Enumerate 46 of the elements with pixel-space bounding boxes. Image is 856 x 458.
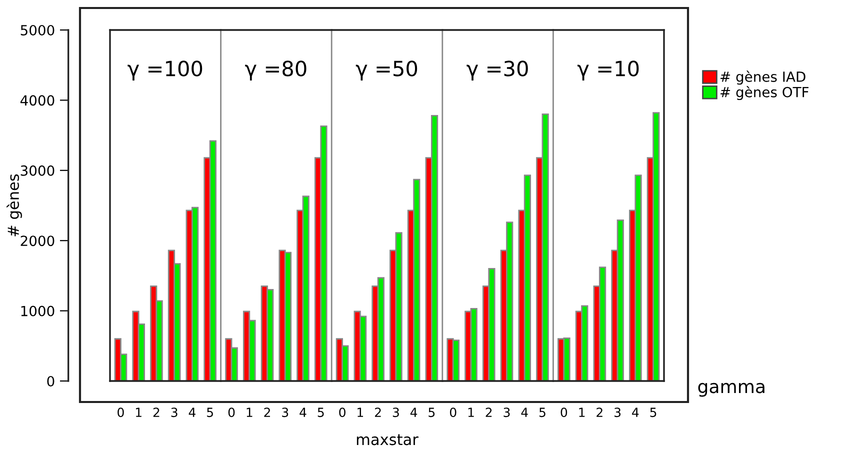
- text: gamma: [698, 382, 764, 397]
- annotation: γ =100: [128, 60, 202, 80]
- x-tick-label: 1: [136, 408, 142, 417]
- x-tick-label: 3: [614, 408, 621, 418]
- x-tick-label: 2: [596, 408, 602, 417]
- x-tick-label: 1: [579, 408, 585, 417]
- x-tick-label: 5: [207, 408, 213, 418]
- x-tick-label: 3: [392, 408, 399, 418]
- x-tick-label: 1: [358, 408, 364, 417]
- x-tick-label: 0: [228, 408, 235, 418]
- x-tick-label: 2: [375, 408, 381, 417]
- x-tick-label: 0: [118, 408, 124, 418]
- x-tick-label: 2: [264, 408, 270, 417]
- x-tick-label: 1: [468, 408, 474, 417]
- x-tick-label: 0: [339, 408, 346, 418]
- x-tick-label: 4: [521, 408, 528, 417]
- annotation: γ =10: [577, 60, 639, 80]
- x-tick-label: 4: [300, 408, 306, 417]
- y-axis-title: # gènes: [6, 174, 22, 236]
- x-tick-label: 4: [410, 408, 418, 417]
- x-axis-title: maxstar: [356, 434, 418, 446]
- x-tick-label: 4: [632, 408, 639, 417]
- x-tick-label: 2: [153, 408, 160, 417]
- annotation: γ =50: [356, 60, 418, 80]
- y-tick-label: 4000: [20, 95, 54, 106]
- x-tick-label: 2: [486, 408, 492, 417]
- y-tick-label: 3000: [20, 165, 54, 176]
- y-tick-label: 2000: [20, 236, 54, 246]
- x-tick-label: 0: [450, 408, 456, 418]
- x-tick-label: 5: [318, 408, 324, 418]
- x-tick-label: 5: [650, 408, 656, 418]
- annotation: γ =80: [245, 60, 306, 80]
- y-tick-label: 5000: [20, 24, 54, 36]
- x-tick-label: 4: [188, 408, 196, 417]
- legend-label: # gènes IAD: [720, 70, 806, 85]
- x-tick-label: 3: [171, 408, 178, 418]
- x-tick-label: 5: [428, 408, 435, 418]
- x-tick-label: 3: [282, 408, 288, 418]
- y-tick-label: 1000: [21, 306, 54, 316]
- annotation: γ =30: [466, 60, 528, 80]
- x-tick-label: 1: [246, 408, 252, 417]
- y-tick-label: 0: [47, 376, 54, 386]
- x-tick-label: 5: [539, 408, 546, 418]
- legend-label: # gènes OTF: [720, 86, 808, 100]
- x-tick-label: 3: [504, 408, 510, 418]
- x-tick-label: 0: [560, 408, 568, 418]
